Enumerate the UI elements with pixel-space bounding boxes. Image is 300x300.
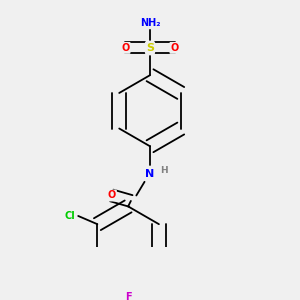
Text: Cl: Cl — [64, 211, 75, 221]
Text: O: O — [108, 190, 116, 200]
Text: NH₂: NH₂ — [140, 18, 160, 28]
Text: F: F — [125, 292, 131, 300]
Text: H: H — [160, 167, 167, 176]
Text: O: O — [170, 43, 179, 53]
Text: S: S — [146, 43, 154, 53]
Text: N: N — [146, 169, 154, 178]
Text: O: O — [121, 43, 130, 53]
